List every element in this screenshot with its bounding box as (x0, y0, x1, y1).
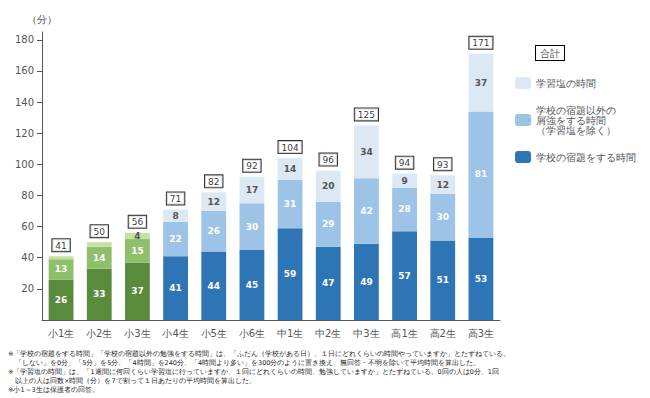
svg-text:（学習塩を除く）: （学習塩を除く） (536, 125, 616, 136)
svg-text:合計: 合計 (540, 48, 560, 59)
svg-text:17: 17 (246, 185, 259, 195)
svg-text:29: 29 (322, 219, 335, 229)
svg-text:31: 31 (284, 199, 297, 209)
svg-text:14: 14 (93, 253, 106, 263)
svg-text:57: 57 (398, 271, 411, 281)
svg-text:12: 12 (436, 180, 449, 190)
svg-text:96: 96 (323, 155, 335, 165)
svg-text:42: 42 (360, 206, 373, 216)
svg-text:26: 26 (55, 295, 68, 305)
svg-text:93: 93 (437, 160, 448, 170)
svg-text:94: 94 (399, 158, 411, 168)
svg-text:13: 13 (55, 264, 68, 274)
svg-text:9: 9 (401, 176, 407, 186)
svg-text:※小1～3生は保護者の回答。: ※小1～3生は保護者の回答。 (8, 386, 99, 394)
svg-text:33: 33 (93, 289, 106, 299)
svg-text:※「学校の宿題をする時間」「学校の宿題以外の勉強をする時間」: ※「学校の宿題をする時間」「学校の宿題以外の勉強をする時間」は、「ふだん（学校が… (8, 350, 510, 358)
svg-text:82: 82 (208, 177, 219, 187)
svg-text:4: 4 (134, 231, 140, 241)
svg-text:小5生: 小5生 (201, 328, 227, 339)
svg-text:37: 37 (475, 78, 488, 88)
svg-text:高2生: 高2生 (430, 328, 456, 339)
svg-text:学習塩の時間: 学習塩の時間 (536, 78, 596, 89)
svg-text:中3生: 中3生 (353, 328, 379, 339)
svg-text:中2生: 中2生 (315, 328, 341, 339)
svg-text:小3生: 小3生 (124, 328, 150, 339)
svg-text:28: 28 (398, 204, 411, 214)
svg-text:37: 37 (131, 286, 144, 296)
svg-text:49: 49 (360, 277, 373, 287)
svg-text:（分）: （分） (27, 14, 57, 25)
svg-text:34: 34 (360, 147, 373, 157)
svg-text:51: 51 (436, 275, 449, 285)
svg-text:30: 30 (436, 212, 449, 222)
svg-text:高3生: 高3生 (468, 328, 494, 339)
svg-text:104: 104 (281, 143, 298, 153)
svg-text:以上の人は回数×時間（分）を7で割って１日あたりの平均時間を: 以上の人は回数×時間（分）を7で割って１日あたりの平均時間を算出した。 (8, 377, 256, 385)
svg-text:44: 44 (207, 281, 220, 291)
svg-text:学校の宿題をする時間: 学校の宿題をする時間 (536, 152, 636, 163)
svg-text:高1生: 高1生 (391, 328, 417, 339)
svg-text:40: 40 (21, 252, 34, 263)
svg-text:100: 100 (15, 159, 34, 170)
svg-text:171: 171 (472, 38, 489, 48)
svg-text:59: 59 (284, 269, 297, 279)
svg-text:「しない」を0分、「5分」を5分、「4時間」を240分、「4: 「しない」を0分、「5分」を5分、「4時間」を240分、「4時間より多い」を30… (8, 359, 481, 367)
svg-text:学校の宿題以外の: 学校の宿題以外の (536, 104, 616, 116)
svg-text:125: 125 (358, 110, 375, 120)
svg-text:小4生: 小4生 (162, 328, 188, 339)
svg-text:20: 20 (322, 181, 335, 191)
svg-text:30: 30 (246, 222, 259, 232)
svg-text:81: 81 (475, 169, 488, 179)
svg-text:120: 120 (15, 128, 34, 139)
svg-text:中1生: 中1生 (277, 328, 303, 339)
svg-text:※「学習塩の時間」は、「1週間に何回くらい学習塩に行っていま: ※「学習塩の時間」は、「1週間に何回くらい学習塩に行っていますか、１回にどれくら… (8, 368, 499, 376)
svg-text:12: 12 (207, 197, 220, 207)
svg-text:14: 14 (284, 164, 297, 174)
svg-text:53: 53 (475, 274, 488, 284)
svg-text:180: 180 (15, 34, 34, 45)
svg-text:22: 22 (169, 234, 182, 244)
svg-text:160: 160 (15, 65, 34, 76)
svg-text:41: 41 (169, 283, 182, 293)
svg-text:50: 50 (94, 227, 106, 237)
svg-text:47: 47 (322, 278, 335, 288)
svg-text:60: 60 (21, 221, 34, 232)
svg-text:56: 56 (132, 217, 144, 227)
svg-text:屑強をする時間: 屑強をする時間 (536, 114, 606, 126)
svg-text:小1生: 小1生 (48, 328, 74, 339)
svg-text:小6生: 小6生 (239, 328, 265, 339)
svg-text:80: 80 (21, 190, 34, 201)
svg-text:71: 71 (170, 194, 181, 204)
svg-text:140: 140 (15, 97, 34, 108)
svg-text:26: 26 (207, 226, 220, 236)
svg-text:45: 45 (246, 280, 259, 290)
svg-text:92: 92 (246, 161, 257, 171)
svg-text:20: 20 (21, 283, 34, 294)
svg-text:15: 15 (131, 246, 144, 256)
svg-text:8: 8 (172, 211, 178, 221)
svg-text:小2生: 小2生 (86, 328, 112, 339)
svg-text:41: 41 (55, 241, 66, 251)
